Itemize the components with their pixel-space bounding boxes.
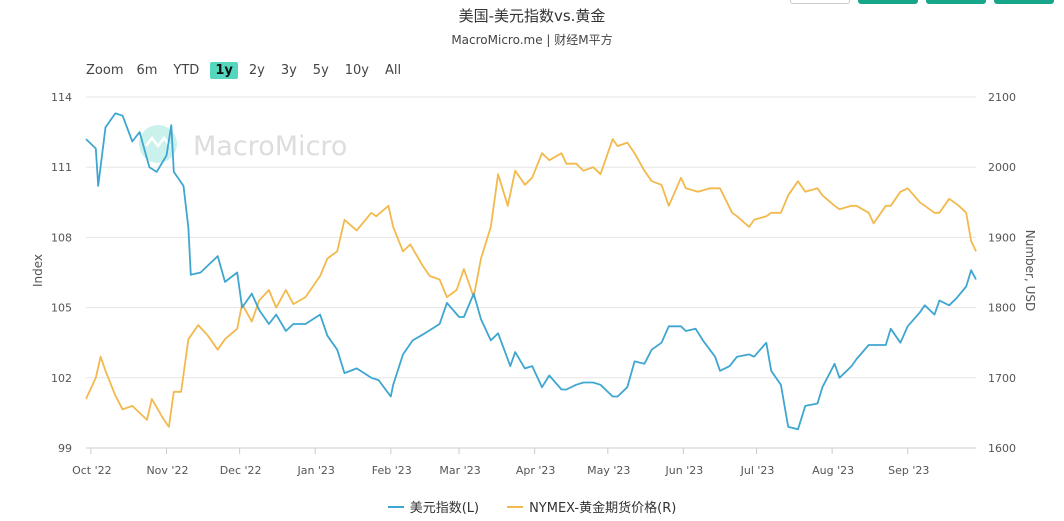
right-tick-label: 1800 xyxy=(988,302,1016,315)
macromicro-logo-mark xyxy=(145,135,171,149)
series-line-gold xyxy=(85,138,977,428)
left-tick-label: 111 xyxy=(51,161,72,174)
legend-label: NYMEX-黄金期货价格(R) xyxy=(529,501,677,516)
range-button-10y[interactable]: 10y xyxy=(344,63,370,78)
range-button-ytd[interactable]: YTD xyxy=(173,63,200,78)
x-tick-label: May '23 xyxy=(587,464,630,477)
legend: 美元指数(L) NYMEX-黄金期货价格(R) xyxy=(0,497,1064,516)
right-tick-label: 1700 xyxy=(988,372,1016,385)
range-button-3y[interactable]: 3y xyxy=(280,63,297,78)
series-line-dxy xyxy=(85,112,977,431)
range-options: 6m YTD 1y 2y 3y 5y 10y All xyxy=(131,62,412,79)
right-axis-label: Number, USD xyxy=(1023,230,1037,311)
top-toolbar xyxy=(790,0,1054,4)
range-button-2y[interactable]: 2y xyxy=(248,63,265,78)
right-tick-label: 1600 xyxy=(988,442,1016,455)
chart-subtitle: MacroMicro.me | 财经M平方 xyxy=(451,33,613,47)
legend-swatch xyxy=(387,505,404,508)
range-selector-label: Zoom xyxy=(86,63,124,78)
x-tick-label: Feb '23 xyxy=(372,464,412,477)
right-tick-label: 2000 xyxy=(988,161,1016,174)
x-tick-label: Jun '23 xyxy=(665,464,704,477)
toolbar-button[interactable] xyxy=(858,0,918,4)
left-axis: 99 102 105 108 111 114 xyxy=(51,91,72,455)
range-selector: Zoom 6m YTD 1y 2y 3y 5y 10y All xyxy=(86,62,412,79)
series-layer xyxy=(85,112,977,431)
x-tick-label: Apr '23 xyxy=(516,464,556,477)
x-tick-label: Sep '23 xyxy=(888,464,929,477)
toolbar-button[interactable] xyxy=(926,0,986,4)
left-tick-label: 102 xyxy=(51,372,72,385)
right-tick-label: 1900 xyxy=(988,231,1016,244)
range-button-6m[interactable]: 6m xyxy=(136,63,158,78)
x-tick-label: Nov '22 xyxy=(146,464,188,477)
x-tick-label: Aug '23 xyxy=(812,464,854,477)
toolbar-button[interactable] xyxy=(790,0,850,4)
x-tick-label: Jan '23 xyxy=(296,464,334,477)
range-button-1y[interactable]: 1y xyxy=(210,62,238,79)
left-tick-label: 105 xyxy=(51,302,72,315)
range-button-all[interactable]: All xyxy=(385,63,402,78)
x-tick-label: Mar '23 xyxy=(439,464,480,477)
toolbar-button[interactable] xyxy=(994,0,1054,4)
right-tick-label: 2100 xyxy=(988,91,1016,104)
watermark-text: MacroMicro xyxy=(193,131,347,162)
left-tick-label: 114 xyxy=(51,91,72,104)
chart-title: 美国-美元指数vs.黄金 xyxy=(458,7,606,25)
left-tick-label: 99 xyxy=(58,442,72,455)
range-button-5y[interactable]: 5y xyxy=(312,63,329,78)
legend-item-dxy[interactable]: 美元指数(L) xyxy=(387,497,480,516)
left-axis-label: Index xyxy=(31,254,45,287)
x-tick-label: Jul '23 xyxy=(740,464,775,477)
x-tick-label: Oct '22 xyxy=(72,464,112,477)
legend-swatch xyxy=(507,505,524,508)
x-axis: Oct '22 Nov '22 Dec '22 Jan '23 Feb '23 Mar '… xyxy=(72,447,976,477)
left-tick-label: 108 xyxy=(51,231,72,244)
legend-item-gold[interactable]: NYMEX-黄金期货价格(R) xyxy=(507,497,676,516)
right-axis: 1600 1700 1800 1900 2000 2100 xyxy=(988,91,1016,455)
legend-label: 美元指数(L) xyxy=(409,501,480,516)
chart-svg: MacroMicro 99 102 105 108 111 114 1600 1700 180… xyxy=(31,91,1037,477)
x-tick-label: Dec '22 xyxy=(220,464,262,477)
